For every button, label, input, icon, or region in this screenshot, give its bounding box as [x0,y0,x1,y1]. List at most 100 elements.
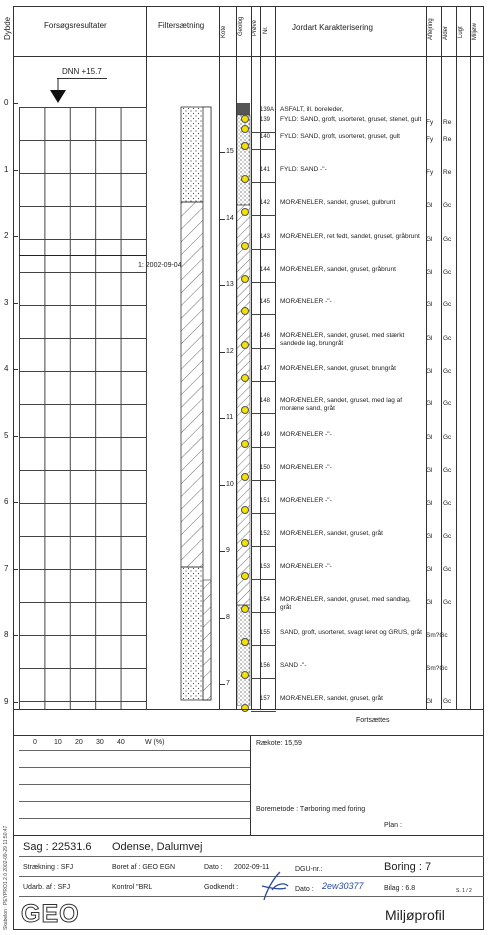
sample-boundary [251,579,276,580]
page-number: S. 1 / 2 [456,888,472,894]
info-rule [19,750,250,751]
kote-tick [219,551,225,552]
depth-tick [13,169,18,171]
depth-tick-label: 8 [4,630,9,639]
sample-marker [241,539,249,547]
kote-tick-label: 10 [226,480,234,488]
sample-boundary [251,678,276,679]
depth-tick [13,103,18,104]
kote-tick [219,351,225,353]
kote-tick-label: 14 [226,214,234,222]
w-axis-label: W (%) [145,739,165,746]
sample-alder: Gc [443,202,452,209]
sample-description: MORÆNELER -"- [280,464,332,471]
forsoegs-header: Forsøgsresultater [44,21,107,30]
fortsaettes: Fortsættes [356,717,390,724]
sample-alder: Gc [443,269,452,276]
sample-number: 152 [260,531,271,537]
sag: Sag : 22531.6 [23,841,92,853]
sample-marker [241,175,249,183]
titleblock-rule [19,876,484,877]
sample-boundary [251,282,276,283]
depth-tick-label: 3 [4,297,9,307]
w-tick-label: 30 [96,739,104,746]
col-divider [260,6,261,709]
lugt-header: Lugt [458,26,464,38]
sample-marker [241,115,249,123]
sample-number: 154 [260,597,271,603]
sample-boundary [251,480,276,481]
kote-tick-label: 9 [226,547,230,554]
info-divider [250,735,251,835]
sample-description: MORÆNELER -"- [280,298,332,305]
sample-aflejring: Fy [426,136,434,143]
sample-description: MORÆNELER -"- [280,563,332,570]
depth-tick-label: 2 [4,231,9,240]
sample-description: MORÆNELER, ret fedt, sandet, gruset, grå… [280,233,420,240]
sample-marker [241,406,249,414]
boremetode: Boremetode : Tørboring med foring [256,806,366,813]
jordart-header: Jordart Karakterisering [292,23,373,32]
dato: 2002-09-11 [234,864,270,871]
sample-aflejring: Sm?Gc [426,665,448,672]
sample-description: MORÆNELER, sandet, gruset, med lag af mo… [280,397,403,412]
sample-alder: Gc [443,400,452,407]
sample-boundary [251,711,276,712]
depth-tick [13,369,18,370]
sample-number: 157 [260,696,271,702]
col-divider [456,6,457,709]
kote-tick [219,285,225,286]
sample-description: MORÆNELER, sandet, gruset, gråbrunt [280,266,396,273]
sample-marker [241,125,249,133]
sample-description: MORÆNELER, sandet, gruset, med stærkt sa… [280,332,405,347]
sample-description: FYLD: SAND -"- [280,166,327,173]
kote-tick [219,484,225,486]
axis-top-line [13,709,484,710]
kote-tick [219,152,225,153]
sample-number: 140 [260,134,271,140]
sample-aflejring: Gl [426,335,433,342]
depth-tick [13,236,18,237]
sample-description: MORÆNELER, sandet, gruset, gulbrunt [280,199,396,206]
sample-aflejring: Gl [426,269,433,276]
sample-aflejring: Gl [426,368,433,375]
sample-number: 145 [260,299,271,305]
sample-number: 146 [260,333,271,339]
depth-tick [13,568,18,570]
sample-description: MORÆNELER, sandet, gruset, med sandlag, … [280,596,411,611]
sample-aflejring: Gl [426,236,433,243]
kote-tick-label: 15 [226,148,234,155]
sample-aflejring: Sm?Gc [426,632,448,639]
sample-marker [241,473,249,481]
sample-number: 148 [260,398,271,404]
sample-aflejring: Gl [426,202,433,209]
sample-marker [241,671,249,679]
sample-description: ASFALT, ill. boreleder, [280,106,344,113]
depth-tick-label: 4 [4,364,9,373]
kote-tick-label: 8 [226,613,230,621]
depth-tick [13,635,18,636]
col-divider [219,6,220,709]
sample-marker [241,605,249,613]
sample-marker [241,506,249,514]
sample-number: 150 [260,465,271,471]
sample-aflejring: Fy [426,119,434,126]
sample-number: 153 [260,564,271,570]
kote-tick [219,218,225,220]
sample-aflejring: Gl [426,301,433,308]
sample-aflejring: Gl [426,698,433,705]
sample-alder: Gc [443,698,452,705]
miljoe-header: Miljøw [472,23,478,40]
filter-header: Filtersætning [158,21,205,30]
w-tick-label: 10 [54,739,62,746]
w-tick-label: 0 [33,739,37,746]
bilag: Bilag : 6.8 [384,885,416,892]
col-divider [426,6,427,709]
water-date: 1: 2002-09-04 [138,262,182,269]
axis-bottom-line [13,735,484,736]
sample-aflejring: Gl [426,599,433,606]
water-level-marker [50,78,66,103]
depth-tick [13,502,18,503]
depth-tick [13,435,18,437]
col-divider [251,6,252,709]
